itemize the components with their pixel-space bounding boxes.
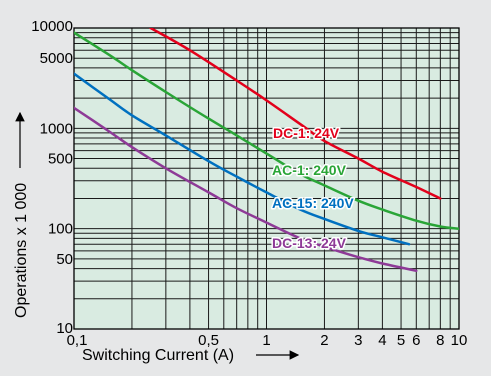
x-tick-label: 0,1	[67, 332, 88, 349]
series-label: AC-1: 240V	[272, 162, 347, 178]
ac1-240v-curve	[74, 31, 459, 230]
x-tick-label: 8	[436, 332, 444, 349]
x-tick-label: 2	[320, 332, 328, 349]
y-tick-label: 100	[48, 221, 73, 238]
ac15-240v-curve	[74, 72, 411, 246]
grid	[74, 28, 459, 329]
x-tick-label: 3	[354, 332, 362, 349]
y-tick-label: 10000	[31, 18, 73, 35]
series-label: DC-13: 24V	[272, 235, 347, 251]
dc1-24v-curve	[149, 28, 442, 200]
y-tick-label: 50	[56, 251, 73, 268]
series-labels: DC-1: 24V AC-1: 240V AC-15: 240V DC-13: 24V	[271, 124, 356, 253]
y-tick-label: 1000	[40, 120, 73, 137]
x-tick-labels: 0,1 0,5 1 2 3 4 5 6 8 10	[67, 332, 468, 349]
x-tick-label: 1	[262, 332, 270, 349]
x-tick-label: 10	[451, 332, 468, 349]
series-label: DC-1: 24V	[273, 125, 340, 141]
plot-frame	[73, 27, 460, 330]
x-axis-title: Switching Current (A)	[82, 347, 234, 364]
series-label: AC-15: 240V	[272, 195, 354, 211]
dc13-24v-curve	[74, 106, 418, 273]
x-tick-label: 6	[412, 332, 420, 349]
curves	[74, 28, 459, 273]
x-tick-label: 0,5	[198, 332, 219, 349]
y-tick-label: 10	[56, 320, 73, 337]
x-tick-label: 5	[397, 332, 405, 349]
x-tick-label: 4	[378, 332, 386, 349]
y-tick-labels: 10 50 100 500 1000 5000 10000	[31, 18, 73, 337]
y-tick-label: 5000	[40, 50, 73, 67]
y-axis-title: Operations x 1 000	[13, 183, 30, 318]
y-tick-label: 500	[48, 151, 73, 168]
